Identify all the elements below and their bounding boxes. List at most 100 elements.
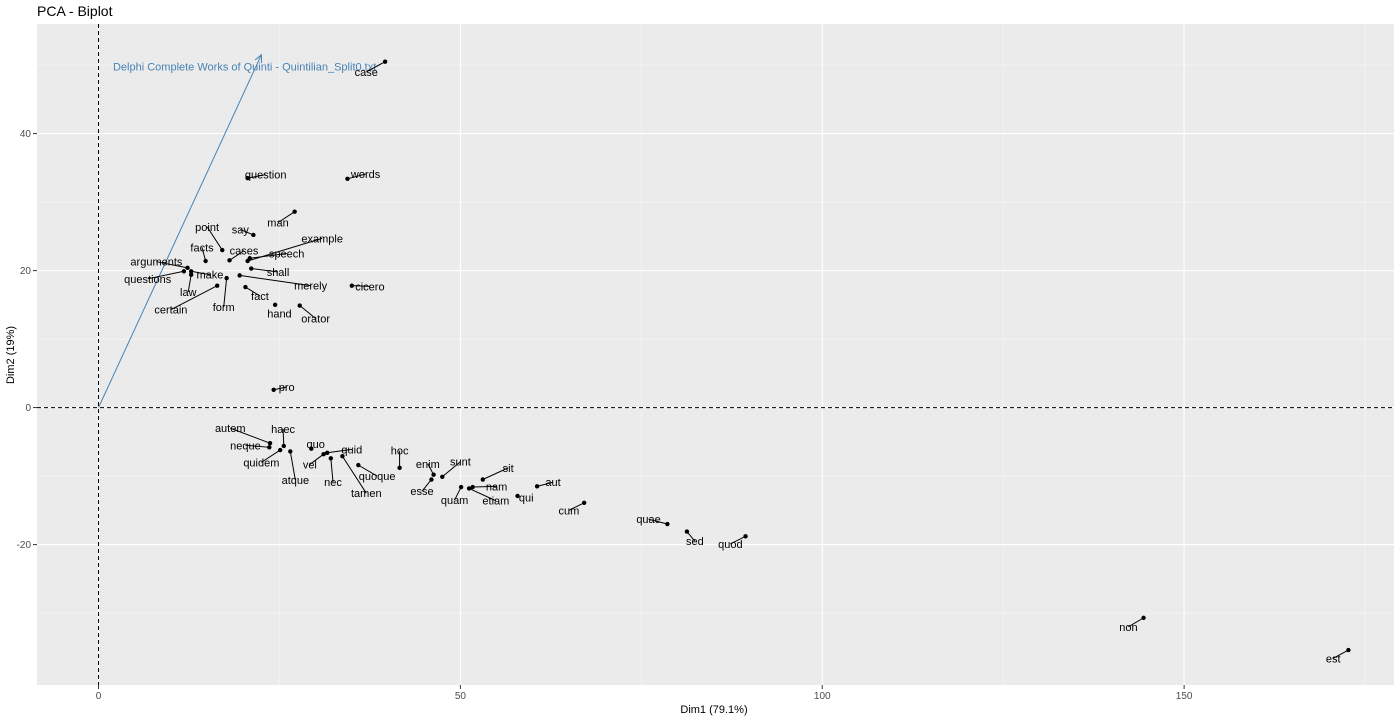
connector-nam [472, 485, 497, 488]
label-facts: facts [190, 242, 214, 254]
point-form [224, 275, 229, 281]
label-pro: pro [279, 382, 295, 394]
x-tick-label: 0 [96, 691, 102, 702]
connector-question [247, 174, 266, 179]
label-sunt: sunt [450, 457, 471, 469]
point-orator [297, 303, 302, 308]
point-aut [534, 484, 540, 489]
point-quod [743, 534, 748, 539]
connector-cases [229, 250, 245, 261]
label-arguments: arguments [130, 257, 182, 269]
point-point [220, 247, 225, 253]
grid-minor [37, 24, 1394, 685]
point-etiam [466, 486, 472, 491]
label-enim: enim [416, 459, 440, 471]
connector-orator [299, 305, 316, 319]
connector-law [187, 274, 192, 292]
label-quam: quam [441, 495, 469, 507]
label-question: question [245, 170, 287, 182]
point-cicero [349, 283, 355, 288]
label-speech: speech [269, 248, 304, 260]
connector-tamen [341, 455, 367, 494]
label-quae: quae [636, 514, 660, 526]
label-aut: aut [545, 477, 560, 489]
point-hoc [397, 465, 402, 471]
connector-merely [239, 274, 311, 287]
point-fact [243, 284, 248, 290]
vector-arrow-head [254, 53, 262, 63]
connector-esse [421, 479, 432, 492]
connector-point [206, 226, 223, 251]
connector-fact [245, 286, 261, 297]
label-sit: sit [503, 463, 514, 475]
variable-vector: Delphi Complete Works of Quinti - Quinti… [98, 53, 376, 408]
point-question [245, 175, 250, 181]
connector-sunt [441, 461, 461, 478]
point-atque [288, 449, 293, 454]
label-etiam: etiam [482, 496, 509, 508]
label-make: make [197, 270, 224, 282]
point-law [188, 272, 194, 277]
point-make [188, 269, 194, 274]
label-hand: hand [267, 309, 291, 321]
connector-neque [245, 444, 270, 448]
connector-facts [201, 247, 207, 262]
point-quid [325, 450, 330, 455]
label-words: words [350, 169, 381, 181]
label-haec: haec [271, 424, 295, 436]
point-qui [515, 493, 520, 499]
label-neque: neque [230, 440, 261, 452]
label-quo: quo [306, 439, 324, 451]
connector-form [223, 278, 228, 307]
label-man: man [267, 218, 288, 230]
label-quidem: quidem [243, 457, 279, 469]
label-case: case [355, 67, 378, 79]
y-axis-label: Dim2 (19%) [5, 326, 17, 384]
label-cases: cases [230, 246, 259, 258]
label-law: law [180, 287, 197, 299]
connector-say [240, 229, 254, 236]
connector-etiam [468, 487, 497, 502]
label-shall: shall [267, 267, 290, 279]
connector-vel [309, 453, 324, 465]
point-sed [684, 529, 690, 534]
connector-quae [648, 518, 668, 525]
point-speech [247, 256, 252, 261]
chart-title: PCA - Biplot [37, 3, 113, 19]
point-vel [321, 451, 326, 457]
axis-ticks: 0 50 100 150 -20 0 20 40 [17, 129, 1193, 702]
label-questions: questions [124, 274, 172, 286]
connector-nec [330, 458, 334, 483]
point-hand [272, 302, 278, 308]
point-sunt [440, 474, 445, 479]
x-axis-label: Dim1 (79.1%) [680, 704, 747, 716]
label-nam: nam [486, 481, 507, 493]
connector-certain [170, 285, 218, 311]
label-atque: atque [282, 475, 310, 487]
label-autem: autem [215, 423, 246, 435]
point-cases [227, 258, 232, 263]
point-nam [470, 484, 475, 490]
label-quod: quod [718, 539, 742, 551]
label-form: form [213, 302, 235, 314]
point-nec [328, 456, 334, 461]
connector-non [1128, 617, 1144, 628]
point-cum [581, 500, 587, 505]
connector-est [1332, 649, 1349, 659]
point-merely [237, 273, 242, 278]
vector-label: Delphi Complete Works of Quinti - Quinti… [113, 61, 376, 73]
point-facts [203, 258, 208, 264]
label-example: example [301, 233, 343, 245]
connector-arguments [156, 261, 188, 269]
point-est [1346, 647, 1351, 653]
connector-pro [273, 386, 287, 391]
label-fact: fact [251, 291, 269, 303]
connector-questions [147, 270, 185, 280]
plot-panel [37, 24, 1394, 685]
x-tick-label: 50 [455, 691, 467, 702]
label-hoc: hoc [391, 446, 409, 458]
point-esse [429, 477, 434, 482]
label-say: say [232, 224, 250, 236]
point-quoque [356, 462, 361, 468]
